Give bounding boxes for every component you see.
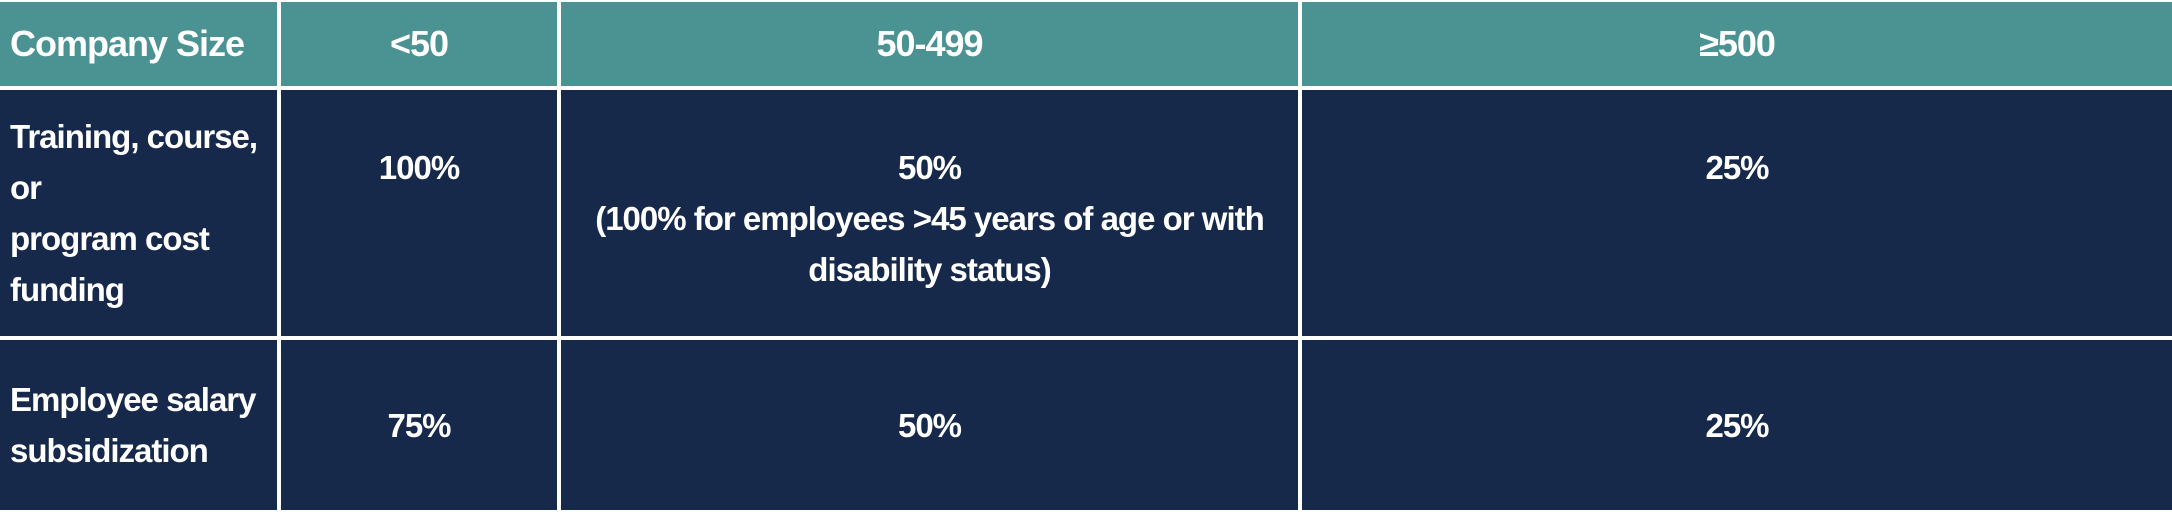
header-cell-50-499: 50-499 xyxy=(561,2,1298,86)
header-label: <50 xyxy=(389,23,449,64)
row-label: Employee salary subsidization xyxy=(10,381,256,469)
header-cell-under-50: <50 xyxy=(281,2,557,86)
row-label-cell-salary: Employee salary subsidization xyxy=(0,340,277,510)
value-main: 25% xyxy=(1705,149,1769,186)
value-cell: 50% (100% for employees >45 years of age… xyxy=(561,90,1298,336)
value-cell: 100% xyxy=(281,90,557,336)
value-main: 50% xyxy=(897,149,962,186)
value-main: 50% xyxy=(897,406,962,444)
row-label: Training, course, or program cost fundin… xyxy=(10,118,258,308)
header-label: ≥500 xyxy=(1699,23,1776,64)
row-label-cell-training: Training, course, or program cost fundin… xyxy=(0,90,277,336)
value-main: 75% xyxy=(387,406,451,444)
value-cell: 25% xyxy=(1302,340,2172,510)
header-label: 50-499 xyxy=(876,23,983,64)
value-main: 25% xyxy=(1705,406,1769,444)
value-cell: 25% xyxy=(1302,90,2172,336)
header-cell-500-plus: ≥500 xyxy=(1302,2,2172,86)
value-main: 100% xyxy=(378,149,460,186)
header-cell-company-size: Company Size xyxy=(0,2,277,86)
value-cell: 75% xyxy=(281,340,557,510)
header-label: Company Size xyxy=(10,23,245,64)
value-cell: 50% xyxy=(561,340,1298,510)
value-note: (100% for employees >45 years of age or … xyxy=(595,200,1265,288)
